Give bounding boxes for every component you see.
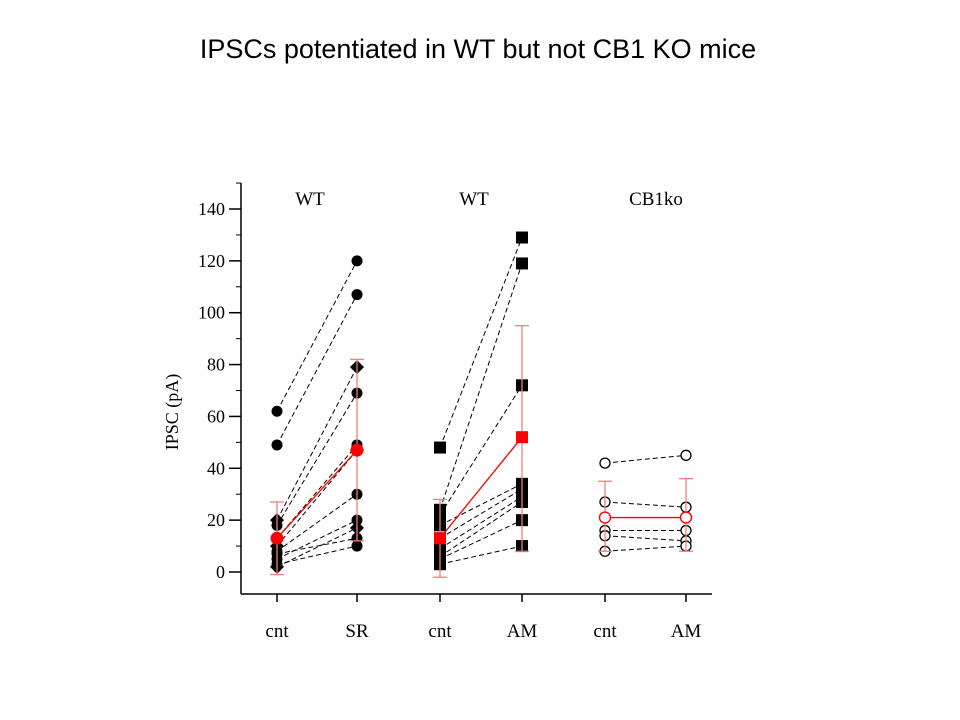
y-tick-label: 40 bbox=[207, 458, 225, 478]
pair-line bbox=[439, 496, 523, 550]
mean-point bbox=[350, 443, 364, 457]
pair-line bbox=[276, 537, 358, 555]
y-tick-label: 140 bbox=[198, 199, 225, 219]
data-point bbox=[680, 449, 692, 461]
x-category-label: cnt bbox=[593, 621, 617, 642]
slide-title: IPSCs potentiated in WT but not CB1 KO m… bbox=[199, 34, 757, 64]
y-tick-label: 0 bbox=[216, 562, 225, 582]
data-point bbox=[516, 257, 528, 270]
mean-point bbox=[270, 531, 284, 545]
data-point bbox=[271, 439, 283, 451]
panel-label: CB1ko bbox=[629, 189, 683, 210]
pair-line bbox=[604, 454, 687, 464]
pair-line bbox=[604, 501, 687, 508]
x-category-label: AM bbox=[507, 621, 538, 642]
pair-line bbox=[439, 501, 523, 557]
mean-line bbox=[439, 436, 523, 539]
pair-line bbox=[604, 535, 687, 542]
pair-line bbox=[439, 263, 523, 510]
pair-line bbox=[439, 545, 523, 565]
pair-line bbox=[276, 519, 358, 560]
pair-line bbox=[439, 483, 523, 526]
panel-label: WT bbox=[459, 189, 489, 210]
x-category-label: AM bbox=[671, 621, 702, 642]
data-point bbox=[351, 255, 363, 267]
pair-line bbox=[276, 366, 358, 521]
data-point bbox=[351, 289, 363, 301]
pair-line bbox=[276, 493, 358, 552]
x-category-label: cnt bbox=[265, 621, 289, 642]
panel-1: WT cnt AM bbox=[428, 189, 537, 642]
y-tick-label: 80 bbox=[207, 355, 225, 375]
mean-point bbox=[434, 532, 446, 545]
pair-line bbox=[439, 385, 523, 516]
y-tick-label: 60 bbox=[207, 406, 225, 426]
y-tick-label: 100 bbox=[198, 303, 225, 323]
pair-line bbox=[276, 392, 358, 526]
y-tick-label: 20 bbox=[207, 510, 225, 530]
pair-line bbox=[276, 260, 358, 412]
panel-label: WT bbox=[295, 189, 325, 210]
mean-line bbox=[276, 449, 358, 539]
mean-point bbox=[516, 431, 528, 444]
data-point bbox=[271, 405, 283, 417]
data-point bbox=[599, 457, 611, 469]
mean-point bbox=[598, 511, 612, 524]
panel-2: CB1ko cnt AM bbox=[593, 189, 701, 642]
pair-line bbox=[276, 449, 358, 547]
chart-axes: 0 20 40 60 80 100 120 140 IPSC (pA) bbox=[162, 182, 712, 602]
chart-panels: WT cnt SR WT cnt AM CB1ko cnt AM bbox=[265, 189, 701, 642]
panel-0: WT cnt SR bbox=[265, 189, 369, 642]
pair-line bbox=[439, 488, 523, 539]
data-point bbox=[516, 231, 528, 244]
x-category-label: SR bbox=[345, 621, 369, 642]
pair-line bbox=[276, 545, 358, 565]
y-tick-label: 120 bbox=[198, 251, 225, 271]
data-point bbox=[351, 540, 363, 552]
y-axis-label: IPSC (pA) bbox=[162, 374, 183, 451]
data-point bbox=[434, 441, 446, 454]
pair-line bbox=[439, 237, 523, 448]
pair-line bbox=[604, 545, 687, 552]
pair-line bbox=[276, 294, 358, 446]
x-category-label: cnt bbox=[428, 621, 452, 642]
mean-point bbox=[679, 511, 693, 524]
pair-line bbox=[276, 527, 358, 568]
pair-line bbox=[439, 519, 523, 560]
